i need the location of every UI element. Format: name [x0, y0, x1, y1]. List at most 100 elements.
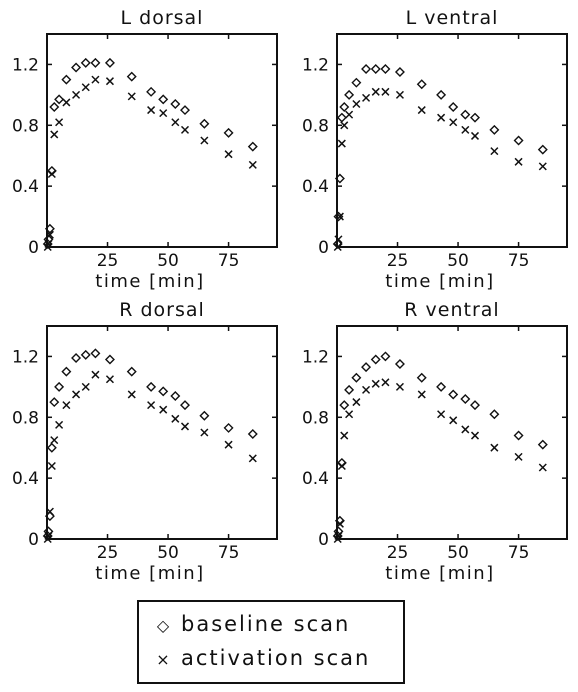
x-stroke	[337, 139, 346, 148]
baseline-point	[158, 386, 169, 397]
x-stroke	[461, 125, 470, 134]
baseline-point	[104, 57, 115, 68]
activation-point	[127, 390, 136, 399]
chart-panel-4: R ventral 0 0.4 0.8 1.2 25 50 75 time [min]	[302, 299, 568, 584]
baseline-point	[460, 394, 471, 405]
x-stroke	[362, 93, 371, 102]
x-stroke	[538, 162, 547, 171]
activation-point	[171, 118, 180, 127]
baseline-point	[54, 94, 65, 105]
x-stroke	[340, 121, 349, 130]
activation-point	[538, 463, 547, 472]
baseline-point	[537, 439, 548, 450]
activation-point	[91, 75, 100, 84]
x-stroke	[55, 420, 64, 429]
baseline-point	[394, 67, 405, 78]
activation-point	[180, 125, 190, 134]
x-stroke	[72, 390, 81, 399]
x-stroke	[91, 75, 100, 84]
baseline-point	[351, 77, 362, 88]
baseline-point	[104, 354, 115, 365]
baseline-point	[223, 127, 234, 138]
baseline-point	[46, 442, 57, 453]
baseline-point	[199, 118, 210, 129]
x-tick-label: 25	[97, 543, 119, 563]
activation-point	[72, 390, 81, 399]
activation-point	[159, 405, 168, 414]
x-stroke	[171, 118, 180, 127]
y-tick-label: 0.4	[302, 469, 329, 489]
x-stroke	[147, 401, 156, 410]
activation-point	[248, 454, 257, 463]
legend-item-activation: × activation scan	[151, 646, 370, 670]
baseline-point	[180, 400, 190, 411]
x-stroke	[127, 92, 136, 101]
x-stroke	[371, 87, 380, 96]
legend-label-activation: activation scan	[181, 646, 371, 670]
activation-point	[159, 109, 168, 118]
activation-point	[171, 414, 180, 423]
x-stroke	[371, 379, 380, 388]
x-stroke	[490, 147, 499, 156]
x-stroke	[62, 98, 71, 107]
x-stroke	[449, 416, 458, 425]
x-tick-label: 50	[157, 251, 179, 271]
x-stroke	[352, 398, 361, 407]
baseline-point	[351, 372, 362, 383]
chart-panel-2: L ventral 0 0.4 0.8 1.2 25 50 75 time [min]	[302, 7, 568, 292]
baseline-point	[344, 89, 355, 100]
activation-point	[514, 452, 523, 461]
series-diamond	[42, 348, 258, 541]
x-stroke	[180, 125, 190, 134]
baseline-point	[126, 71, 137, 82]
baseline-point	[336, 112, 347, 123]
activation-point	[72, 90, 81, 99]
x-stroke	[461, 425, 470, 434]
x-stroke	[248, 454, 257, 463]
baseline-point	[513, 135, 524, 146]
x-stroke	[417, 390, 426, 399]
activation-point	[334, 531, 343, 540]
x-tick-label: 25	[387, 543, 409, 563]
x-stroke	[45, 507, 54, 516]
x-stroke	[81, 382, 90, 391]
x-stroke	[395, 90, 404, 99]
y-tick-label: 0.8	[12, 408, 39, 428]
x-stroke	[50, 130, 59, 139]
baseline-point	[61, 366, 72, 377]
x-stroke	[224, 440, 233, 449]
activation-point	[47, 461, 56, 471]
baseline-point	[334, 173, 345, 184]
activation-point	[470, 131, 480, 140]
x-stroke	[127, 390, 136, 399]
legend-item-baseline: ◇ baseline scan	[151, 612, 350, 636]
plot-frame	[46, 33, 278, 248]
x-stroke	[337, 461, 346, 471]
x-stroke	[345, 110, 354, 119]
activation-point	[345, 410, 354, 419]
x-stroke	[437, 410, 446, 419]
y-tick-label: 0.4	[302, 177, 329, 197]
baseline-point	[44, 223, 55, 234]
y-tick-label: 0	[28, 530, 39, 550]
chart-panel-3: R dorsal 0 0.4 0.8 1.2 25 50 75 time [min]	[12, 299, 278, 584]
activation-point	[105, 375, 114, 384]
x-stroke	[362, 385, 371, 394]
baseline-point	[339, 102, 350, 113]
baseline-point	[380, 351, 391, 362]
x-stroke	[159, 405, 168, 414]
x-axis-label: time [min]	[95, 271, 204, 292]
activation-point	[437, 410, 446, 419]
x-stroke	[381, 87, 390, 96]
activation-point	[470, 431, 480, 440]
baseline-point	[448, 389, 459, 400]
baseline-point	[361, 64, 372, 74]
activation-point	[461, 125, 470, 134]
x-stroke	[514, 157, 523, 166]
chart-title: L dorsal	[121, 7, 204, 29]
baseline-point	[80, 349, 91, 360]
baseline-point	[361, 362, 372, 373]
plot-frame	[336, 325, 568, 540]
y-tick-label: 1.2	[302, 347, 329, 367]
activation-point	[362, 385, 371, 394]
